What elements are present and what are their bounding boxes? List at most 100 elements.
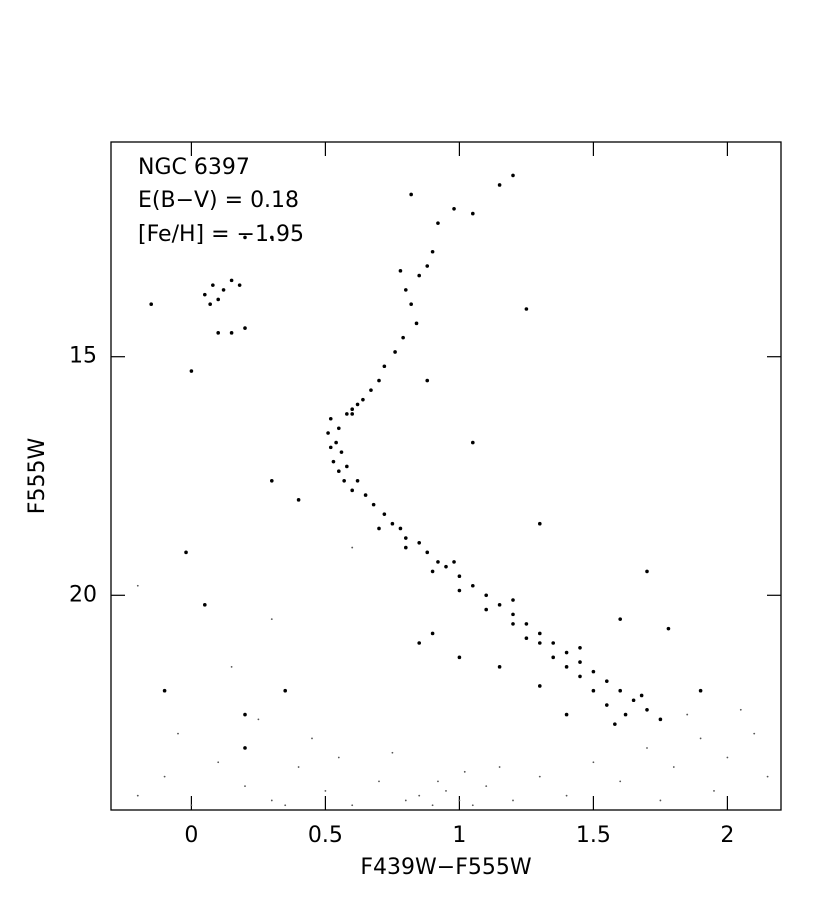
faint-star	[471, 804, 474, 807]
star	[430, 249, 435, 254]
star	[390, 521, 395, 526]
star	[328, 445, 333, 450]
star	[524, 636, 529, 641]
star	[355, 478, 360, 483]
faint-star	[136, 794, 139, 797]
star	[409, 192, 413, 197]
star	[229, 278, 234, 283]
faint-star	[337, 756, 340, 759]
faint-star	[311, 737, 313, 740]
star	[270, 478, 274, 483]
star	[605, 679, 609, 683]
star	[425, 264, 430, 268]
star	[404, 536, 408, 540]
star	[417, 273, 422, 278]
star	[377, 526, 381, 531]
faint-star	[217, 761, 220, 764]
faint-star	[699, 737, 702, 740]
faint-star	[753, 732, 756, 735]
faint-star	[445, 790, 447, 792]
star	[283, 688, 288, 693]
star	[345, 412, 349, 416]
annotation: [Fe/H] = −1.95	[138, 222, 304, 247]
faint-star	[163, 775, 166, 778]
star	[471, 583, 475, 588]
faint-star	[437, 780, 439, 783]
star	[296, 498, 301, 502]
star	[404, 545, 408, 550]
star	[645, 708, 649, 712]
x-tick-label: 0	[184, 823, 198, 848]
star	[355, 402, 360, 407]
faint-star	[391, 751, 394, 754]
faint-star	[244, 785, 246, 788]
faint-star	[565, 794, 568, 797]
star	[564, 712, 569, 717]
star	[605, 703, 609, 707]
star	[331, 459, 336, 464]
star	[591, 688, 596, 693]
star	[457, 655, 462, 660]
star	[184, 550, 188, 555]
faint-star	[297, 766, 300, 768]
star	[564, 650, 569, 655]
star	[497, 183, 502, 187]
star	[237, 283, 242, 287]
star	[243, 746, 247, 750]
faint-star	[351, 546, 354, 549]
star	[471, 440, 475, 445]
star	[484, 607, 489, 612]
star	[270, 235, 274, 240]
star	[369, 388, 373, 392]
star	[342, 478, 346, 483]
annotation: E(B−V) = 0.18	[138, 188, 299, 213]
star	[444, 564, 448, 569]
faint-star	[739, 708, 742, 711]
star	[393, 350, 397, 354]
faint-star	[646, 747, 648, 749]
star	[401, 335, 405, 340]
star	[430, 631, 435, 636]
star	[243, 235, 247, 240]
star	[189, 369, 194, 373]
faint-star	[351, 804, 354, 807]
y-axis-label: F555W	[25, 438, 50, 515]
faint-star	[177, 732, 179, 735]
star	[208, 302, 212, 307]
star	[216, 331, 220, 335]
faint-star	[378, 780, 380, 783]
faint-star	[257, 718, 260, 721]
star	[337, 426, 341, 431]
star	[350, 488, 355, 493]
star	[524, 307, 529, 311]
star	[417, 541, 422, 545]
star	[211, 283, 215, 287]
faint-star	[324, 790, 327, 792]
star	[363, 493, 368, 497]
x-tick-label: 0.5	[308, 823, 343, 848]
star	[350, 412, 355, 416]
star	[578, 674, 582, 679]
star	[382, 364, 387, 369]
star	[216, 297, 220, 302]
star	[162, 688, 167, 693]
star	[371, 502, 376, 507]
star	[436, 221, 440, 225]
faint-star	[136, 584, 139, 587]
faint-star	[485, 785, 488, 788]
star	[243, 712, 247, 717]
star	[414, 321, 419, 326]
star	[618, 688, 622, 693]
star	[452, 560, 456, 564]
x-tick-label: 1.5	[576, 823, 611, 848]
star	[203, 603, 207, 607]
faint-star	[766, 775, 769, 778]
star	[377, 378, 381, 383]
star	[436, 560, 440, 564]
star	[457, 574, 462, 578]
star	[361, 397, 365, 402]
faint-star	[190, 804, 193, 807]
star	[511, 622, 515, 626]
star	[149, 302, 153, 307]
